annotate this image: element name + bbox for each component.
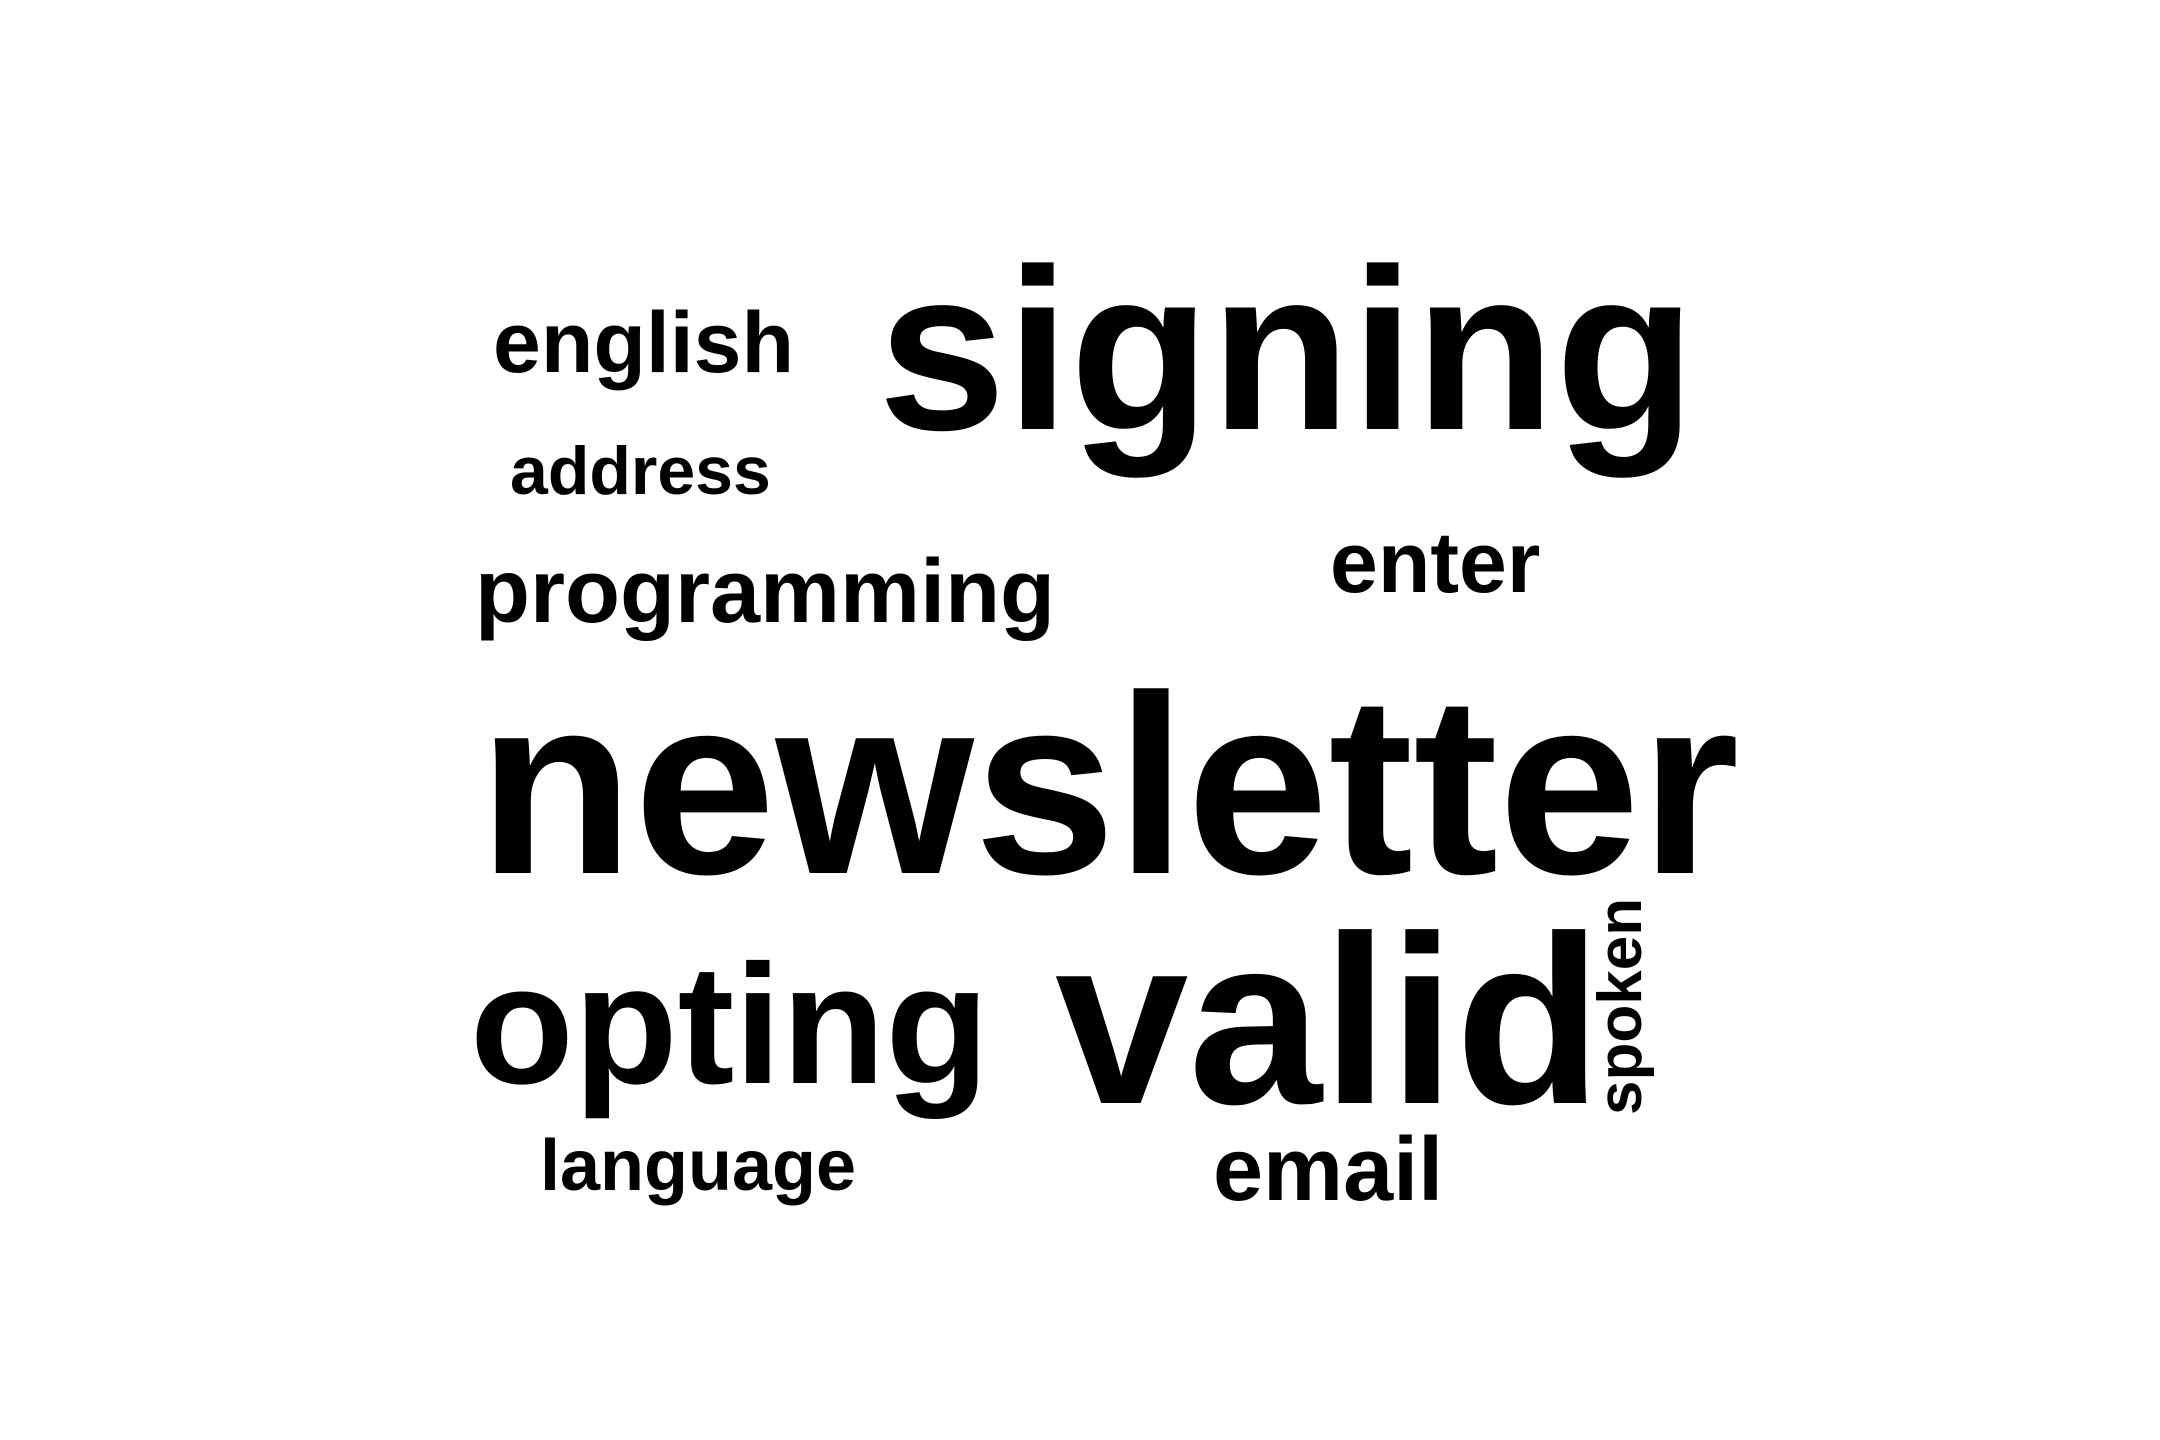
word-programming: programming — [475, 542, 1056, 642]
word-valid: valid — [1055, 886, 1602, 1154]
word-english: english — [493, 295, 795, 391]
word-email: email — [1213, 1120, 1444, 1220]
word-signing: signing — [878, 221, 1696, 478]
word-language: language — [540, 1126, 857, 1206]
word-spoken: spoken — [1586, 897, 1655, 1115]
word-address: address — [510, 433, 771, 509]
word-newsletter: newsletter — [478, 643, 1740, 928]
word-opting: opting — [470, 930, 990, 1120]
word-enter: enter — [1330, 515, 1541, 611]
